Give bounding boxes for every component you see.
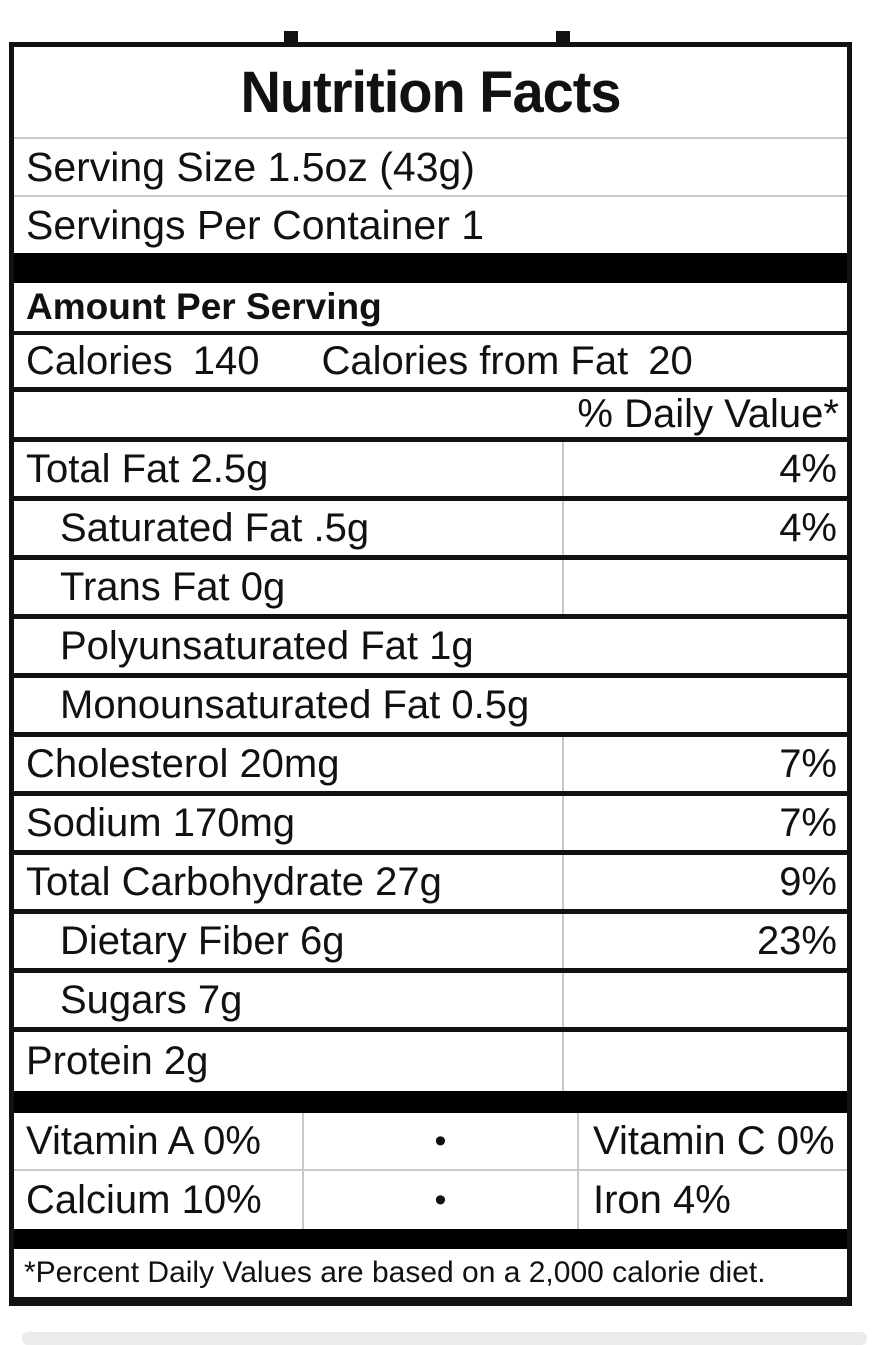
nutrient-row: Sodium 170mg 7% xyxy=(14,796,847,855)
section-divider-bar xyxy=(14,253,847,283)
calories-value: 140 xyxy=(192,338,260,383)
page-bottom-strip xyxy=(22,1332,867,1345)
artifact-tick-left xyxy=(284,31,298,42)
nutrient-daily-value xyxy=(562,619,847,673)
nutrient-row: Dietary Fiber 6g 23% xyxy=(14,914,847,973)
nutrient-label: Sugars 7g xyxy=(60,977,243,1022)
nutrient-daily-value xyxy=(562,678,847,732)
nutrient-label: Polyunsaturated Fat 1g xyxy=(60,623,474,668)
nutrient-row: Polyunsaturated Fat 1g xyxy=(14,619,847,678)
nutrient-daily-value: 23% xyxy=(562,914,847,968)
nutrient-label: Monounsaturated Fat 0.5g xyxy=(60,682,530,727)
nutrient-daily-value: 9% xyxy=(562,855,847,909)
servings-per-container-row: Servings Per Container 1 xyxy=(14,197,847,253)
serving-size-row: Serving Size 1.5oz (43g) xyxy=(14,139,847,197)
footnote-text: *Percent Daily Values are based on a 2,0… xyxy=(24,1256,766,1289)
artifact-tick-right xyxy=(556,31,570,42)
bullet-separator: • xyxy=(302,1113,577,1169)
vitamin-table: Vitamin A 0% • Vitamin C 0% Calcium 10% … xyxy=(14,1113,847,1229)
nutrient-row: Sugars 7g xyxy=(14,973,847,1032)
bullet-separator: • xyxy=(302,1171,577,1229)
calories-label: Calories xyxy=(26,338,173,383)
nutrient-label: Protein 2g xyxy=(26,1039,209,1083)
amount-per-serving-row: Amount Per Serving xyxy=(14,283,847,335)
footnote-row: *Percent Daily Values are based on a 2,0… xyxy=(14,1249,847,1297)
nutrient-daily-value xyxy=(562,560,847,614)
amount-per-serving-text: Amount Per Serving xyxy=(26,286,382,327)
nutrient-row: Saturated Fat .5g 4% xyxy=(14,501,847,560)
nutrient-row: Cholesterol 20mg 7% xyxy=(14,737,847,796)
daily-value-header-text: % Daily Value* xyxy=(577,392,839,436)
servings-per-container-text: Servings Per Container 1 xyxy=(26,201,485,248)
vitamin-row: Vitamin A 0% • Vitamin C 0% xyxy=(14,1113,847,1171)
serving-size-text: Serving Size 1.5oz (43g) xyxy=(26,143,475,190)
nutrition-facts-label: Nutrition Facts Serving Size 1.5oz (43g)… xyxy=(9,42,852,1306)
nutrient-label: Dietary Fiber 6g xyxy=(60,918,345,963)
daily-value-header-row: % Daily Value* xyxy=(14,392,847,442)
nutrient-daily-value xyxy=(562,973,847,1027)
nutrient-label: Cholesterol 20mg xyxy=(26,741,340,786)
nutrient-row: Total Carbohydrate 27g 9% xyxy=(14,855,847,914)
nutrient-row: Trans Fat 0g xyxy=(14,560,847,619)
nutrient-row: Protein 2g xyxy=(14,1032,847,1091)
section-divider-bar xyxy=(14,1091,847,1113)
vitamin-row: Calcium 10% • Iron 4% xyxy=(14,1171,847,1229)
nutrient-label: Total Carbohydrate 27g xyxy=(26,859,442,904)
label-title: Nutrition Facts xyxy=(240,58,621,125)
nutrient-daily-value: 7% xyxy=(562,796,847,850)
nutrient-row: Total Fat 2.5g 4% xyxy=(14,442,847,501)
nutrient-daily-value xyxy=(562,1032,847,1091)
nutrient-label: Total Fat 2.5g xyxy=(26,446,269,491)
vitamin-right-label: Iron 4% xyxy=(577,1171,847,1229)
calories-row: Calories 140 Calories from Fat 20 xyxy=(14,335,847,392)
nutrient-daily-value: 4% xyxy=(562,442,847,496)
nutrient-label: Sodium 170mg xyxy=(26,800,296,845)
nutrient-label: Saturated Fat .5g xyxy=(60,505,370,550)
nutrient-daily-value: 4% xyxy=(562,501,847,555)
vitamin-right-label: Vitamin C 0% xyxy=(577,1113,847,1169)
section-divider-bar xyxy=(14,1229,847,1249)
calories-from-fat-value: 20 xyxy=(648,338,693,383)
label-title-row: Nutrition Facts xyxy=(14,47,847,139)
vitamin-left-label: Vitamin A 0% xyxy=(26,1118,261,1163)
calories-from-fat-label: Calories from Fat xyxy=(321,338,629,383)
nutrient-row: Monounsaturated Fat 0.5g xyxy=(14,678,847,737)
vitamin-left-label: Calcium 10% xyxy=(26,1177,262,1222)
nutrient-table: Total Fat 2.5g 4% Saturated Fat .5g 4% T… xyxy=(14,442,847,1091)
nutrient-daily-value: 7% xyxy=(562,737,847,791)
nutrient-label: Trans Fat 0g xyxy=(60,564,286,609)
